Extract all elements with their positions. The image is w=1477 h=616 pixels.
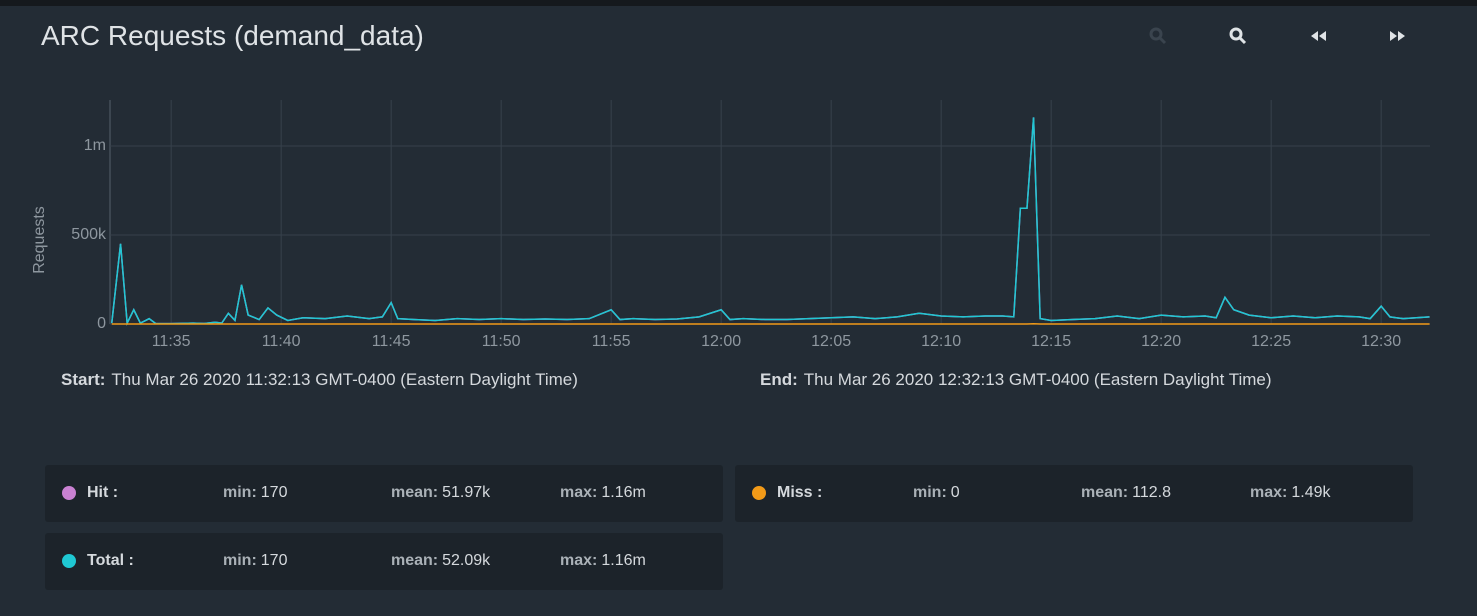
stat: min: 170 xyxy=(223,484,287,502)
stat-label: mean: xyxy=(391,484,439,501)
stat-value: 170 xyxy=(260,552,288,569)
stat: mean: 112.8 xyxy=(1081,484,1171,502)
stat: mean: 52.09k xyxy=(391,552,490,570)
stat: min: 0 xyxy=(913,484,960,502)
legend-label: Hit : xyxy=(87,484,119,501)
legend-dot xyxy=(62,554,76,568)
legend-dot xyxy=(752,486,766,500)
stat-value: 51.97k xyxy=(442,484,491,501)
start: Start: Thu Mar 26 2020 11:32:13 GMT-0400 … xyxy=(61,370,578,390)
legend-card: Miss : min: 0 mean: 112.8 max: 1.49k xyxy=(735,465,1413,522)
stat-label: max: xyxy=(1250,484,1288,501)
y-tick-label: 1m xyxy=(84,137,106,154)
x-tick-label: 12:05 xyxy=(811,333,851,350)
stat-label: min: xyxy=(913,484,947,501)
toolbar xyxy=(1149,27,1405,45)
start-value: Thu Mar 26 2020 11:32:13 GMT-0400 (Easte… xyxy=(111,370,578,389)
stat-value: 170 xyxy=(260,484,288,501)
x-tick-label: 12:25 xyxy=(1251,333,1291,350)
stat: max: 1.16m xyxy=(560,484,646,502)
stat-value: 1.16m xyxy=(601,484,646,501)
zoom-in[interactable] xyxy=(1149,27,1167,45)
stat-label: min: xyxy=(223,484,257,501)
x-tick-label: 12:30 xyxy=(1361,333,1401,350)
line xyxy=(111,117,1430,326)
end-value: Thu Mar 26 2020 12:32:13 GMT-0400 (Easte… xyxy=(803,370,1272,389)
legend-label: Total : xyxy=(87,552,134,569)
stat-label: min: xyxy=(223,552,257,569)
x-tick-label: 12:15 xyxy=(1031,333,1071,350)
x-tick-label: 11:55 xyxy=(592,333,631,350)
chart-title: ARC Requests (demand_data) xyxy=(41,20,424,51)
stat: min: 170 xyxy=(223,552,287,570)
legend-card: Total : min: 170 mean: 52.09k max: 1.16m xyxy=(45,533,723,590)
x-tick-label: 11:45 xyxy=(372,333,411,350)
zoom-out[interactable] xyxy=(1229,27,1247,45)
line xyxy=(111,117,1430,326)
x-tick-label: 11:35 xyxy=(152,333,191,350)
end-label: End: xyxy=(760,370,798,389)
legend-label: Miss : xyxy=(777,484,823,501)
legend-dot xyxy=(62,486,76,500)
top-bar xyxy=(0,0,1477,6)
stat: max: 1.49k xyxy=(1250,484,1331,502)
stat-value: 112.8 xyxy=(1132,484,1171,501)
stat-label: max: xyxy=(560,484,598,501)
forward[interactable] xyxy=(1390,31,1405,41)
legend-card: Hit : min: 170 mean: 51.97k max: 1.16m xyxy=(45,465,723,522)
back[interactable] xyxy=(1311,31,1326,41)
x-tick-label: 12:20 xyxy=(1141,333,1181,350)
y-axis-label: Requests xyxy=(31,206,48,274)
x-tick-label: 11:50 xyxy=(482,333,521,350)
stat-label: mean: xyxy=(1081,484,1129,501)
stat-value: 1.49k xyxy=(1291,484,1331,501)
x-tick-label: 11:40 xyxy=(262,333,301,350)
stat: max: 1.16m xyxy=(560,552,646,570)
stat-value: 52.09k xyxy=(442,552,491,569)
stat-value: 0 xyxy=(950,484,960,501)
x-tick-label: 12:00 xyxy=(701,333,741,350)
stat-label: max: xyxy=(560,552,598,569)
y-tick-label: 500k xyxy=(71,226,107,243)
x-tick-label: 12:10 xyxy=(921,333,961,350)
stat-label: mean: xyxy=(391,552,439,569)
end: End: Thu Mar 26 2020 12:32:13 GMT-0400 (E… xyxy=(760,370,1272,390)
stat-value: 1.16m xyxy=(601,552,646,569)
start-label: Start: xyxy=(61,370,106,389)
y-tick-label: 0 xyxy=(97,315,106,332)
stat: mean: 51.97k xyxy=(391,484,490,502)
